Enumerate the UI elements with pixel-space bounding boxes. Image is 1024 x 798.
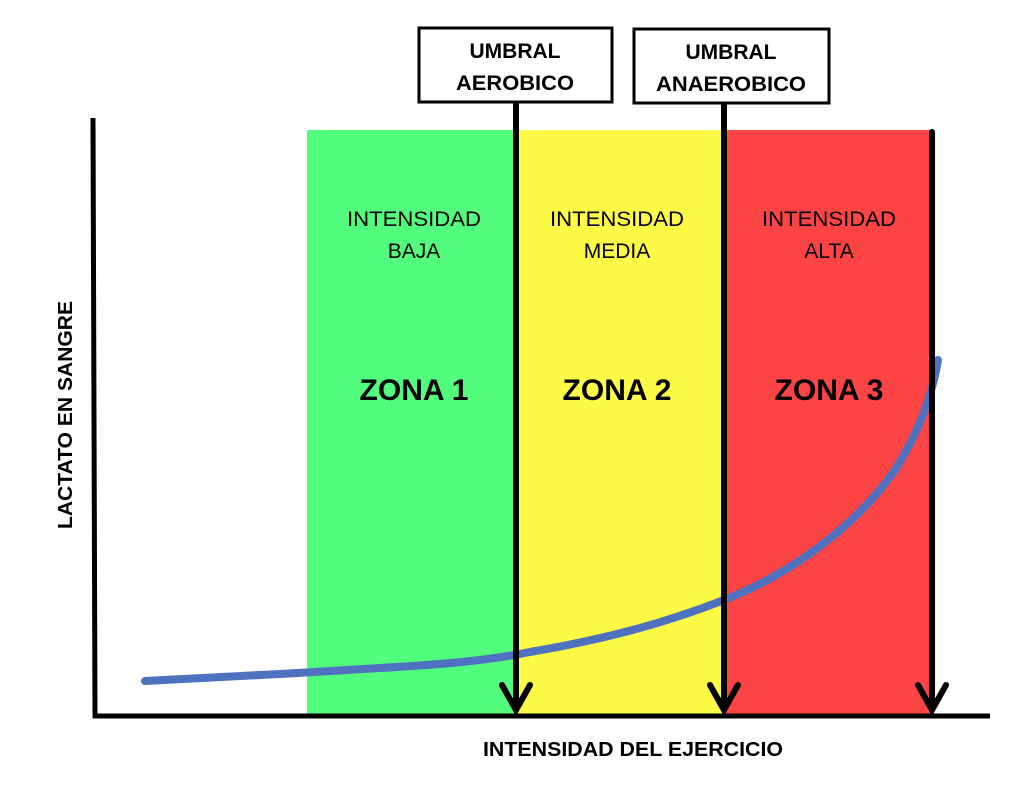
x-axis-label: INTENSIDAD DEL EJERCICIO bbox=[483, 739, 783, 761]
zone-2-intensity-line1: INTENSIDAD bbox=[550, 208, 684, 231]
aerobic-threshold-arrow bbox=[499, 99, 533, 717]
zone-3-intensity-line1: INTENSIDAD bbox=[762, 208, 896, 231]
zone-2-label: ZONA 2 bbox=[563, 374, 672, 407]
aerobic-threshold-box bbox=[417, 26, 614, 104]
zone-end-arrow bbox=[915, 129, 949, 717]
anaerobic-threshold-line1: UMBRAL bbox=[686, 41, 777, 64]
zone-3-label: ZONA 3 bbox=[775, 374, 884, 407]
y-axis bbox=[90, 117, 98, 719]
zone-2-band bbox=[516, 130, 724, 716]
zone-1-intensity-line1: INTENSIDAD bbox=[347, 208, 481, 231]
lactate-curve bbox=[141, 356, 942, 685]
anaerobic-threshold-arrow bbox=[707, 101, 741, 717]
anaerobic-threshold-line2: ANAEROBICO bbox=[656, 73, 806, 96]
zone-2-intensity-line2: MEDIA bbox=[584, 240, 651, 263]
zone-1-label: ZONA 1 bbox=[360, 374, 469, 407]
anaerobic-threshold-box bbox=[632, 27, 831, 105]
zone-1-intensity-line2: BAJA bbox=[388, 240, 441, 263]
zone-3-band bbox=[724, 130, 933, 716]
aerobic-threshold-line2: AEROBICO bbox=[456, 72, 574, 95]
zone-1-band bbox=[307, 130, 516, 716]
aerobic-threshold-line1: UMBRAL bbox=[470, 40, 561, 63]
zone-3-intensity-line2: ALTA bbox=[804, 240, 853, 263]
y-axis-label: LACTATO EN SANGRE bbox=[55, 301, 77, 529]
